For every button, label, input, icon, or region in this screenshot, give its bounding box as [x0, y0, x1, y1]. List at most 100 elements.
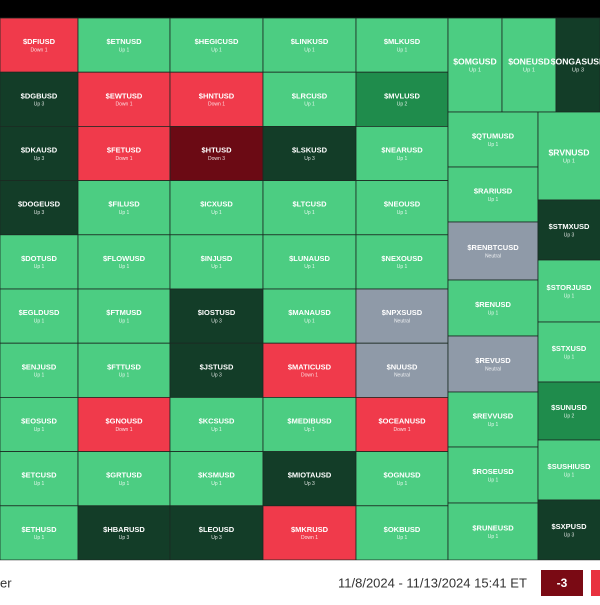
tile-bg[interactable] [169, 505, 264, 561]
tile-status[interactable]: Up 1 [564, 472, 575, 478]
tile-label[interactable]: $MATICUSD [288, 362, 332, 371]
tile-status[interactable]: Up 1 [304, 318, 315, 324]
tile-status[interactable]: Up 2 [397, 102, 408, 108]
tile-bg[interactable] [169, 180, 264, 236]
tile-status[interactable]: Down 1 [116, 102, 133, 108]
tile-status[interactable]: Up 3 [211, 373, 222, 379]
tile-bg[interactable] [262, 17, 357, 73]
tile-status[interactable]: Neutral [485, 253, 501, 259]
tile[interactable]: $KCSUSD Up 1 [169, 396, 264, 452]
tile-bg[interactable] [537, 259, 600, 323]
tile-label[interactable]: $MLKUSD [384, 37, 421, 46]
tile-status[interactable]: Up 3 [304, 481, 315, 487]
tile-label[interactable]: $ROSEUSD [472, 467, 514, 476]
tile-status[interactable]: Up 3 [304, 156, 315, 162]
tile-label[interactable]: $LINKUSD [291, 37, 329, 46]
tile-status[interactable]: Up 1 [469, 68, 481, 74]
tile-label[interactable]: $FILUSD [108, 200, 140, 209]
tile-label[interactable]: $NPXSUSD [382, 308, 423, 317]
tile-status[interactable]: Up 3 [119, 535, 130, 541]
tile-label[interactable]: $ONGASUSD [551, 56, 600, 66]
tile-label[interactable]: $FTMUSD [106, 308, 142, 317]
tile-status[interactable]: Up 1 [34, 535, 45, 541]
tile-label[interactable]: $LEOUSD [199, 525, 235, 534]
tile-status[interactable]: Up 1 [119, 481, 130, 487]
tile-label[interactable]: $EOSUSD [21, 416, 57, 425]
tile-status[interactable]: Up 1 [304, 210, 315, 216]
tile-bg[interactable] [0, 71, 79, 127]
tile-bg[interactable] [537, 111, 600, 201]
tile-status[interactable]: Up 1 [304, 102, 315, 108]
tile-label[interactable]: $LRCUSD [292, 91, 328, 100]
tile-status[interactable]: Up 3 [564, 232, 575, 238]
tile-label[interactable]: $HTUSD [201, 145, 232, 154]
tile-label[interactable]: $SUNUSD [551, 403, 587, 412]
tile-status[interactable]: Up 3 [211, 318, 222, 324]
tile-status[interactable]: Down 1 [116, 427, 133, 433]
tile-status[interactable]: Neutral [485, 366, 501, 372]
tile-label[interactable]: $RENUSD [475, 300, 511, 309]
tile-status[interactable]: Up 1 [563, 159, 575, 165]
tile-bg[interactable] [77, 451, 171, 507]
tile-label[interactable]: $RVNUSD [549, 147, 590, 157]
tile-label[interactable]: $HNTUSD [199, 91, 235, 100]
tile-label[interactable]: $FTTUSD [107, 362, 141, 371]
tile[interactable]: $DGBUSD Up 3 [0, 71, 79, 127]
tile-bg[interactable] [262, 288, 357, 344]
tile[interactable]: $MVLUSD Up 2 [355, 71, 449, 127]
tile-label[interactable]: $LUNAUSD [289, 254, 330, 263]
tile-bg[interactable] [355, 451, 449, 507]
tile-bg[interactable] [77, 126, 171, 182]
tile-status[interactable]: Up 1 [488, 142, 499, 148]
tile-bg[interactable] [447, 166, 539, 223]
tile-status[interactable]: Up 3 [34, 210, 45, 216]
tile-label[interactable]: $DOGEUSD [18, 200, 61, 209]
tile-bg[interactable] [77, 234, 171, 290]
tile-status[interactable]: Up 3 [211, 535, 222, 541]
tile[interactable]: $MEDIBUSD Up 1 [262, 396, 357, 452]
tile[interactable]: $ONGASUSD Up 3 [551, 17, 600, 113]
tile[interactable]: $RARIUSD Up 1 [447, 166, 539, 223]
tile-label[interactable]: $ETNUSD [106, 37, 142, 46]
tile-status[interactable]: Down 1 [116, 156, 133, 162]
tile-label[interactable]: $DFIUSD [23, 37, 56, 46]
tile-status[interactable]: Up 1 [211, 427, 222, 433]
tile-bg[interactable] [0, 17, 79, 73]
tile[interactable]: $JSTUSD Up 3 [169, 342, 264, 398]
tile-label[interactable]: $REVVUSD [473, 411, 514, 420]
tile-label[interactable]: $DKAUSD [21, 145, 58, 154]
tile-status[interactable]: Up 1 [119, 210, 130, 216]
tile-status[interactable]: Up 3 [34, 102, 45, 108]
tile-label[interactable]: $KSMUSD [198, 471, 235, 480]
tile-label[interactable]: $NEXOUSD [381, 254, 423, 263]
tile[interactable]: $FETUSD Down 1 [77, 126, 171, 182]
tile-status[interactable]: Up 1 [488, 534, 499, 540]
tile-bg[interactable] [355, 234, 449, 290]
tile-label[interactable]: $MIOTAUSD [288, 471, 332, 480]
tile-status[interactable]: Up 1 [397, 264, 408, 270]
tile[interactable]: $REVVUSD Up 1 [447, 391, 539, 448]
tile-label[interactable]: $REVUSD [475, 356, 511, 365]
tile[interactable]: $DKAUSD Up 3 [0, 126, 79, 182]
tile-label[interactable]: $OGNUSD [383, 471, 421, 480]
tile-bg[interactable] [169, 288, 264, 344]
tile-bg[interactable] [0, 342, 79, 398]
tile-label[interactable]: $LSKUSD [292, 145, 328, 154]
tile-status[interactable]: Up 1 [119, 373, 130, 379]
tile-label[interactable]: $IOSTUSD [198, 308, 236, 317]
